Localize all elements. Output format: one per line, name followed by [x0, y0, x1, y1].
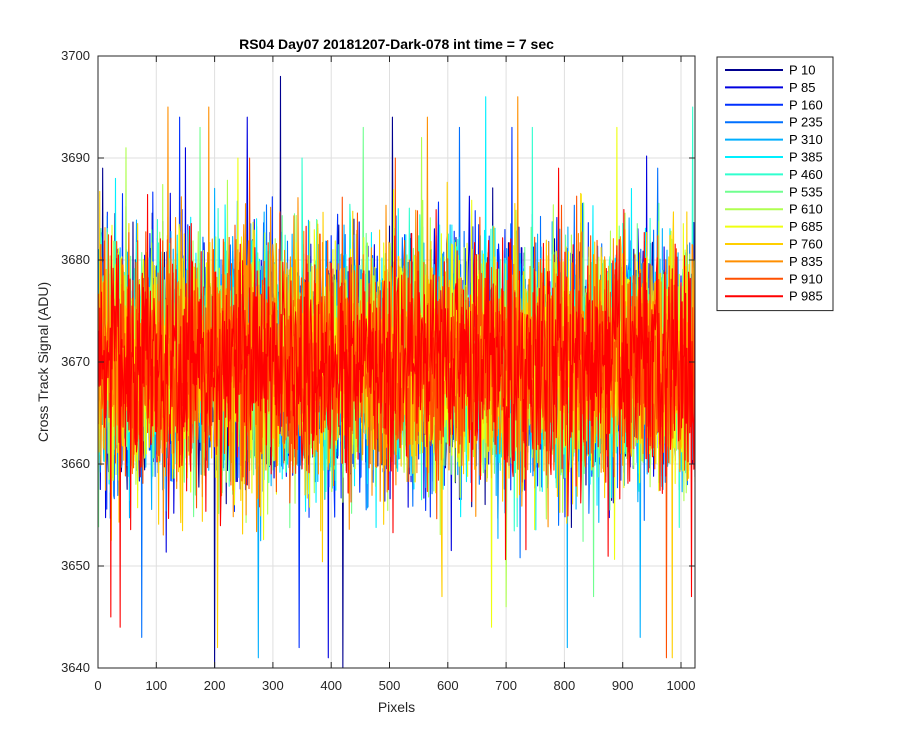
legend-entry-label: P 985: [789, 289, 823, 304]
series-lines: [98, 75, 695, 668]
series-line-p985: [98, 167, 695, 628]
y-tick-label: 3670: [61, 354, 90, 369]
y-tick-label: 3680: [61, 252, 90, 267]
y-tick-label: 3640: [61, 660, 90, 675]
legend-entry-label: P 85: [789, 80, 816, 95]
y-tick-label: 3650: [61, 558, 90, 573]
x-tick-label: 300: [262, 678, 284, 693]
legend-entry-label: P 460: [789, 167, 823, 182]
legend-entry-label: P 685: [789, 219, 823, 234]
x-tick-label: 500: [379, 678, 401, 693]
axis-ticks: 0 100 200 300 400 500 600 700 800 900 1000 3640 3650…: [61, 48, 695, 693]
y-tick-label: 3660: [61, 456, 90, 471]
legend-entry-label: P 910: [789, 271, 823, 286]
legend-entry-label: P 10: [789, 63, 816, 78]
x-tick-label: 800: [554, 678, 576, 693]
x-tick-label: 100: [145, 678, 167, 693]
legend-entry-label: P 610: [789, 202, 823, 217]
legend-entry-label: P 310: [789, 132, 823, 147]
legend: P 10 P 85 P 160 P 235 P 310 P 385 P 460 P 535 P …: [716, 56, 834, 312]
legend-entry-label: P 760: [789, 237, 823, 252]
legend-entry-label: P 160: [789, 97, 823, 112]
x-tick-label: 700: [495, 678, 517, 693]
x-axis-label: Pixels: [378, 699, 415, 715]
y-axis-label: Cross Track Signal (ADU): [35, 282, 51, 442]
x-tick-label: 600: [437, 678, 459, 693]
legend-box: [716, 56, 834, 312]
legend-entry-label: P 535: [789, 184, 823, 199]
legend-entry-label: P 835: [789, 254, 823, 269]
legend-entry-label: P 385: [789, 150, 823, 165]
x-tick-label: 1000: [667, 678, 696, 693]
y-tick-label: 3700: [61, 48, 90, 63]
x-tick-label: 900: [612, 678, 634, 693]
x-tick-label: 400: [320, 678, 342, 693]
x-tick-label: 0: [94, 678, 101, 693]
chart-title: RS04 Day07 20181207-Dark-078 int time = …: [239, 36, 554, 52]
y-tick-label: 3690: [61, 150, 90, 165]
legend-entry-label: P 235: [789, 115, 823, 130]
x-tick-label: 200: [204, 678, 226, 693]
